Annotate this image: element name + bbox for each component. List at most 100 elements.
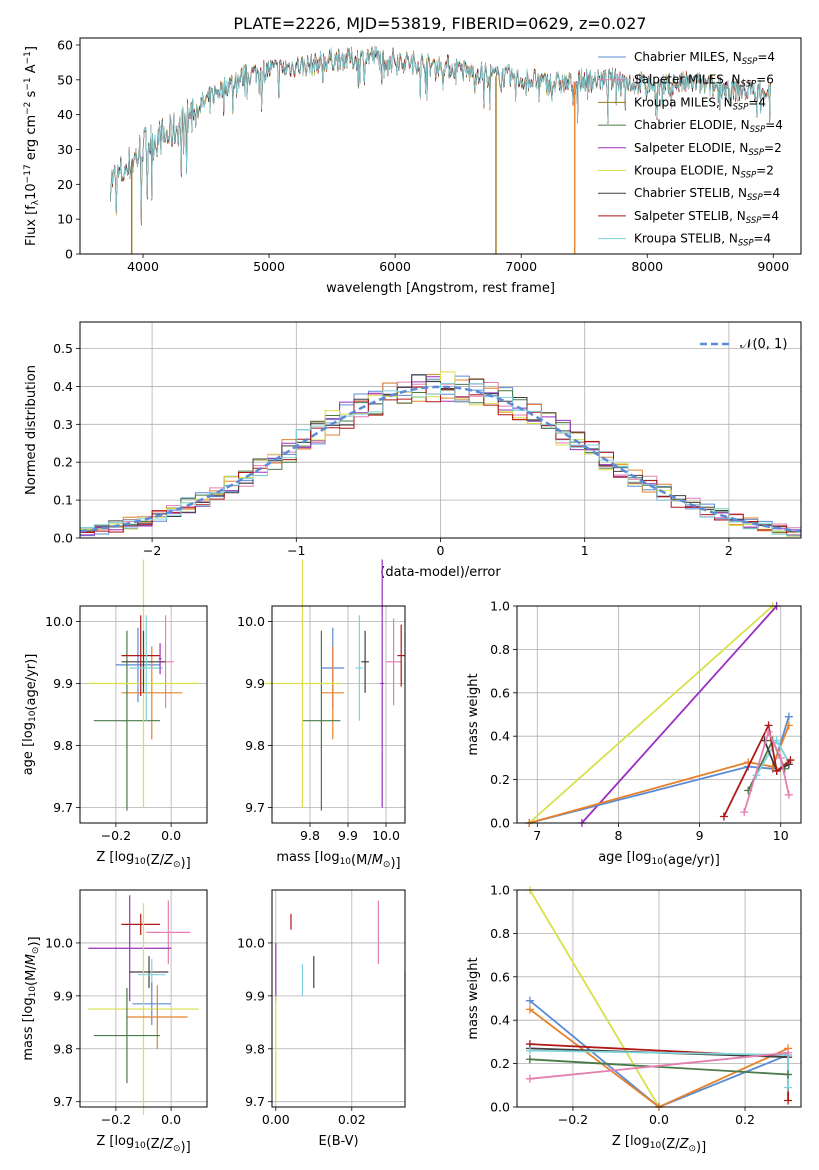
weight-point-marker <box>784 790 793 799</box>
weight-point-marker <box>525 1005 534 1014</box>
x-tick-label: 9.9 <box>338 828 358 843</box>
weight-line-salpeter-miles <box>529 1051 789 1080</box>
y-tick-label: 50 <box>57 72 73 87</box>
y-tick-label: 9.8 <box>53 738 73 753</box>
weight-line-chabrier-elodie <box>529 1058 789 1076</box>
x-tick-label: 4000 <box>127 259 159 274</box>
weight-point-marker <box>784 1070 793 1079</box>
normal-curve <box>79 385 802 533</box>
y-tick-label: 0.0 <box>53 531 73 546</box>
y-tick-label: 0.2 <box>53 455 73 470</box>
x-tick-label: 0.0 <box>649 1112 669 1127</box>
legend-entry: Salpeter STELIB, NSSP=4 <box>634 209 779 226</box>
x-axis-label: wavelength [Angstrom, rest frame] <box>326 281 555 296</box>
y-tick-label: 20 <box>57 177 73 192</box>
mass-vs-Z-frame <box>79 889 208 1108</box>
y-tick-label: 9.8 <box>53 1041 73 1056</box>
x-tick-label: 8 <box>614 828 622 843</box>
x-tick-label: 2 <box>725 543 733 558</box>
x-tick-label: 0.02 <box>338 1112 366 1127</box>
x-tick-label: −0.2 <box>101 828 131 843</box>
x-tick-label: −2 <box>143 543 161 558</box>
y-tick-label: 9.9 <box>245 676 265 691</box>
x-axis-label: Z [log10(Z/Z⊙)] <box>612 1134 706 1155</box>
y-tick-label: 9.9 <box>53 988 73 1003</box>
x-tick-label: −0.2 <box>558 1112 588 1127</box>
legend-entry: Salpeter MILES, NSSP=6 <box>634 73 774 90</box>
weight-point-marker <box>525 1055 534 1064</box>
weight-point-marker <box>772 736 781 745</box>
weight-vs-Z-frame <box>516 889 802 1108</box>
weight-line-salpeter-elodie <box>581 605 778 824</box>
weight-point-marker <box>525 996 534 1005</box>
x-tick-label: 0.2 <box>735 1112 755 1127</box>
y-axis-label: age [log10(age/yr)] <box>21 654 39 776</box>
x-axis-label: mass [log10(M/M⊙)] <box>276 850 400 871</box>
y-tick-label: 10.0 <box>45 935 73 950</box>
y-tick-label: 9.7 <box>245 1094 265 1109</box>
x-tick-label: 0.00 <box>262 1112 290 1127</box>
y-tick-label: 0.8 <box>490 926 510 941</box>
y-tick-label: 9.7 <box>53 800 73 815</box>
x-tick-label: 9 <box>696 828 704 843</box>
legend-entry: Chabrier MILES, NSSP=4 <box>634 50 775 67</box>
weight-point-marker <box>764 727 773 736</box>
x-tick-label: 0.0 <box>161 828 181 843</box>
y-tick-label: 0.2 <box>490 772 510 787</box>
weight-line-chabrier-miles <box>528 716 790 824</box>
x-tick-label: 9.8 <box>300 828 320 843</box>
y-axis-label: Flux [fλ10−17 erg cm−2 s−1 A−1] <box>23 46 41 246</box>
weight-vs-age-frame <box>516 605 802 824</box>
y-tick-label: 10 <box>57 212 73 227</box>
y-axis-label: mass weight <box>466 957 481 1039</box>
legend-entry: 𝒩(0, 1) <box>740 337 787 352</box>
weight-point-marker <box>776 753 785 762</box>
mass-vs-EBV-frame <box>271 889 406 1108</box>
y-tick-label: 0.8 <box>490 642 510 657</box>
y-tick-label: 30 <box>57 142 73 157</box>
weight-point-marker <box>525 1046 534 1055</box>
weight-point-marker <box>784 712 793 721</box>
weight-line-salpeter-stelib <box>723 722 792 817</box>
y-tick-label: 0.6 <box>490 969 510 984</box>
x-axis-label: Z [log10(Z/Z⊙)] <box>96 1134 190 1155</box>
residual-histogram-axes: −2 −1 0 1 2 0.0 0.1 0.2 0.3 0.4 0.5 (data-model)/er… <box>24 321 802 580</box>
y-tick-label: 1.0 <box>490 883 510 898</box>
x-tick-label: 9000 <box>757 259 789 274</box>
age-vs-mass-axes: 9.8 9.9 10.0 9.7 9.8 9.9 10.0 mass [log10(M/M⊙)… <box>237 559 406 871</box>
legend-entry: Kroupa MILES, NSSP=4 <box>634 95 766 112</box>
y-tick-label: 10.0 <box>45 614 73 629</box>
mass-vs-Z-axes: −0.2 0.0 9.7 9.8 9.9 10.0 Z [log10(Z/Z⊙)] mass … <box>21 889 208 1155</box>
weight-point-marker <box>772 766 781 775</box>
x-axis-label: age [log10(age/yr)] <box>598 850 720 868</box>
x-tick-label: 5000 <box>253 259 285 274</box>
y-tick-label: 9.9 <box>53 676 73 691</box>
weight-point-marker <box>784 721 793 730</box>
y-tick-label: 9.7 <box>53 1094 73 1109</box>
x-axis-label: Z [log10(Z/Z⊙)] <box>96 850 190 871</box>
y-tick-label: 9.7 <box>245 800 265 815</box>
y-tick-label: 60 <box>57 37 73 52</box>
x-tick-label: 6000 <box>379 259 411 274</box>
weight-point-marker <box>740 808 749 817</box>
x-tick-label: 10 <box>773 828 789 843</box>
y-tick-label: 10.0 <box>237 935 265 950</box>
y-tick-label: 0.1 <box>53 493 73 508</box>
x-tick-label: 0 <box>437 543 445 558</box>
y-tick-label: 0.4 <box>53 379 73 394</box>
y-tick-label: 0.4 <box>490 1013 510 1028</box>
plots-container: 4000 5000 6000 7000 8000 90000102030405060wav… <box>21 37 802 1155</box>
weight-point-marker <box>719 812 728 821</box>
y-tick-label: 0.2 <box>490 1056 510 1071</box>
y-tick-label: 0.5 <box>53 341 73 356</box>
spectrum-series-kroupa-stelib <box>110 46 771 223</box>
x-tick-label: 8000 <box>631 259 663 274</box>
age-vs-Z-axes: −0.2 0.0 9.7 9.8 9.9 10.0 Z [log10(Z/Z⊙)] age [… <box>21 559 208 871</box>
x-tick-label: 7000 <box>505 259 537 274</box>
legend-entry: Kroupa ELODIE, NSSP=2 <box>634 164 774 181</box>
x-tick-label: 10.0 <box>372 828 400 843</box>
y-tick-label: 10.0 <box>237 614 265 629</box>
weight-line-kroupa-elodie <box>528 605 774 824</box>
weight-point-marker <box>784 1096 793 1105</box>
